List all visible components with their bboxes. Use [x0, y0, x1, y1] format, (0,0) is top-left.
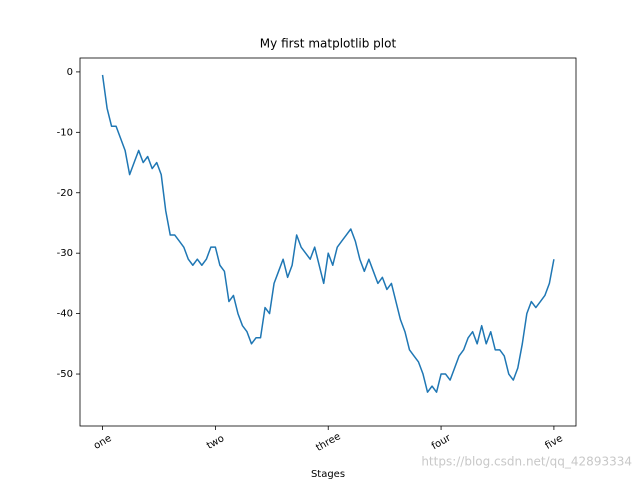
chart-title: My first matplotlib plot [260, 37, 397, 51]
watermark: https://blog.csdn.net/qq_42893334 [421, 455, 632, 469]
y-tick-label: -30 [57, 248, 73, 259]
x-tick-label: three [314, 431, 342, 454]
y-tick-label: -20 [57, 188, 73, 199]
x-tick-label: five [543, 433, 564, 452]
y-tick-label: -40 [57, 309, 73, 320]
x-axis-label: Stages [311, 469, 345, 480]
y-tick-label: -50 [57, 369, 73, 380]
data-line [101, 74, 555, 393]
x-tick-label: two [205, 433, 226, 452]
y-tick-label: 0 [67, 67, 73, 78]
x-tick-label: one [92, 433, 114, 452]
x-tick-label: four [430, 432, 454, 452]
y-tick-label: -10 [57, 127, 73, 138]
plot-frame [79, 57, 577, 427]
